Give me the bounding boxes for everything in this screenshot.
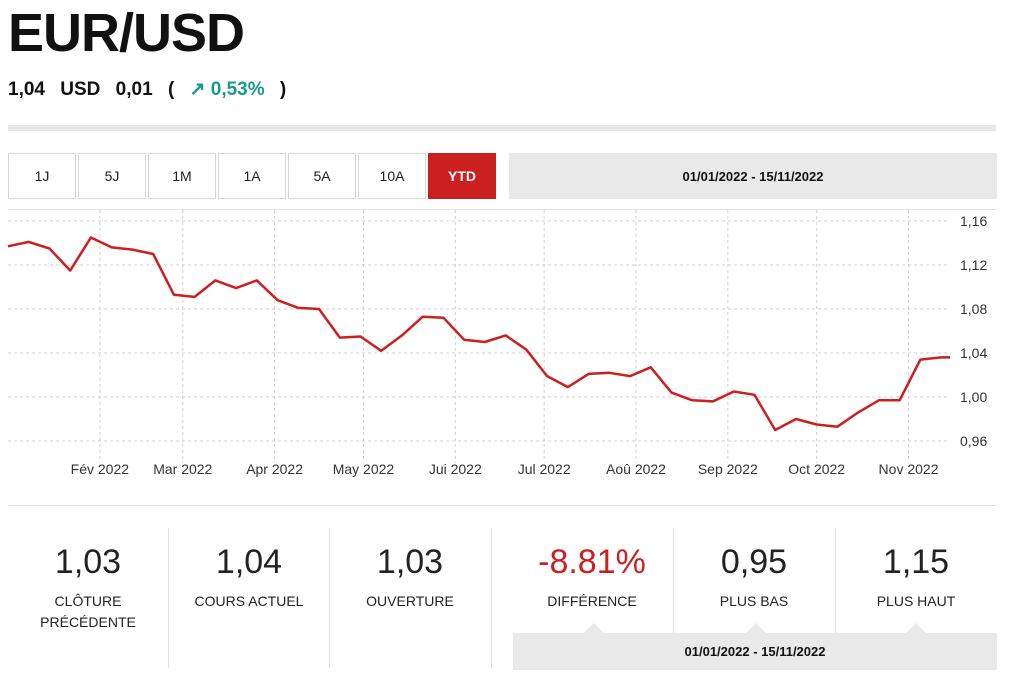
stat-difference: -8.81% DIFFÉRENCE bbox=[512, 528, 672, 668]
stat-label: CLÔTURE PRÉCÉDENTE bbox=[40, 593, 136, 630]
stat-divider bbox=[491, 528, 492, 668]
y-tick-label: 1,00 bbox=[960, 389, 987, 405]
stat-divider bbox=[835, 528, 836, 668]
x-tick-label: Mar 2022 bbox=[153, 461, 212, 477]
line-chart: 1,16 1,12 1,08 1,04 1,00 0,96 Fév 2022 Mar 2022… bbox=[7, 210, 987, 477]
stat-previous-close: 1,03 CLÔTURE PRÉCÉDENTE bbox=[8, 528, 168, 668]
stat-value: 1,03 bbox=[54, 543, 122, 581]
stats-date-range: 01/01/2022 - 15/11/2022 bbox=[513, 633, 997, 670]
range-pointer bbox=[906, 623, 926, 633]
stat-divider bbox=[673, 528, 674, 668]
range-pointer bbox=[746, 623, 766, 633]
stat-label: OUVERTURE bbox=[366, 593, 454, 610]
x-tick-label: Jul 2022 bbox=[518, 461, 571, 477]
y-tick-label: 1,16 bbox=[960, 213, 987, 229]
stat-value: 1,03 bbox=[376, 543, 444, 581]
stat-current-price: 1,04 COURS ACTUEL bbox=[169, 528, 329, 668]
x-tick-label: Sep 2022 bbox=[698, 461, 758, 477]
stat-divider bbox=[329, 528, 330, 668]
stat-label: DIFFÉRENCE bbox=[547, 593, 637, 610]
stat-high: 1,15 PLUS HAUT bbox=[836, 528, 996, 668]
change-percent: ↗ 0,53% bbox=[189, 79, 265, 100]
stat-value: 0,95 bbox=[720, 543, 788, 581]
stat-label: COURS ACTUEL bbox=[194, 593, 304, 610]
range-pointer bbox=[584, 623, 604, 633]
y-tick-label: 0,96 bbox=[960, 433, 987, 449]
tab-ytd[interactable]: YTD bbox=[428, 153, 496, 199]
stat-divider bbox=[168, 528, 169, 668]
stat-value: -8.81% bbox=[538, 543, 646, 581]
stat-value: 1,04 bbox=[215, 543, 283, 581]
x-tick-label: Aoû 2022 bbox=[606, 461, 666, 477]
tab-10a[interactable]: 10A bbox=[358, 153, 426, 199]
tab-5a[interactable]: 5A bbox=[288, 153, 356, 199]
tab-1j[interactable]: 1J bbox=[8, 153, 76, 199]
header-separator bbox=[8, 125, 996, 131]
x-tick-label: Jui 2022 bbox=[429, 461, 482, 477]
close-paren: ) bbox=[279, 79, 287, 100]
stat-label: PLUS BAS bbox=[719, 593, 789, 610]
y-tick-label: 1,12 bbox=[960, 257, 987, 273]
tab-5j[interactable]: 5J bbox=[78, 153, 146, 199]
x-tick-label: Oct 2022 bbox=[788, 461, 845, 477]
stat-value: 1,15 bbox=[882, 543, 950, 581]
date-range-selector[interactable]: 01/01/2022 - 15/11/2022 bbox=[509, 153, 997, 199]
tab-1a[interactable]: 1A bbox=[218, 153, 286, 199]
chart-bottom-border bbox=[8, 505, 996, 506]
x-tick-label: Apr 2022 bbox=[246, 461, 303, 477]
stat-open: 1,03 OUVERTURE bbox=[330, 528, 490, 668]
currency-label: USD bbox=[60, 79, 101, 100]
y-tick-label: 1,04 bbox=[960, 345, 987, 361]
x-tick-label: Fév 2022 bbox=[71, 461, 130, 477]
stat-label: PLUS HAUT bbox=[876, 593, 956, 610]
x-tick-label: Nov 2022 bbox=[879, 461, 939, 477]
y-tick-label: 1,08 bbox=[960, 301, 987, 317]
quote-summary: 1,04 USD 0,01 ( ↗ 0,53% ) bbox=[8, 78, 296, 101]
x-tick-label: May 2022 bbox=[333, 461, 395, 477]
change-value: 0,01 bbox=[115, 79, 153, 100]
stats-panel: 1,03 CLÔTURE PRÉCÉDENTE 1,04 COURS ACTUE… bbox=[8, 528, 996, 668]
series-line-eurusd bbox=[7, 236, 950, 432]
stat-low: 0,95 PLUS BAS bbox=[674, 528, 834, 668]
page-title: EUR/USD bbox=[8, 3, 245, 63]
period-tabs: 1J 5J 1M 1A 5A 10A YTD bbox=[8, 153, 498, 199]
chart-top-border bbox=[8, 209, 996, 210]
open-paren: ( bbox=[167, 79, 175, 100]
price-value: 1,04 bbox=[8, 79, 45, 100]
tab-1m[interactable]: 1M bbox=[148, 153, 216, 199]
